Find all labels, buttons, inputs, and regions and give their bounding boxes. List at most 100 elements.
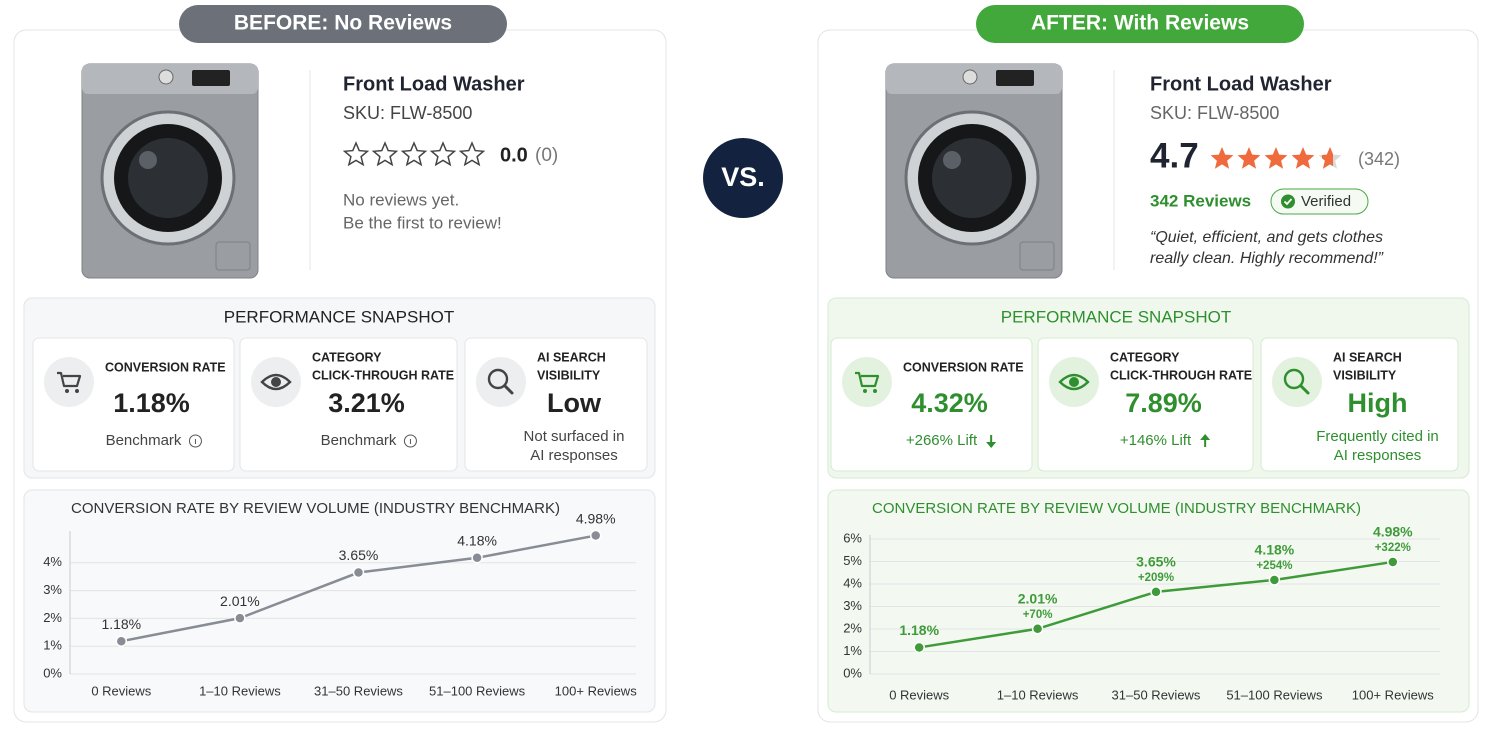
badge-text: BEFORE: No Reviews bbox=[234, 12, 452, 35]
metric-note: AI responses bbox=[530, 447, 618, 464]
cart-wheel bbox=[75, 389, 79, 393]
washer-display bbox=[996, 70, 1034, 86]
metric-icon-bg bbox=[1272, 357, 1322, 407]
verified-check-bg bbox=[1281, 194, 1295, 209]
lift-label: +70% bbox=[1023, 609, 1053, 621]
product-sku: SKU: FLW-8500 bbox=[1150, 103, 1279, 123]
star bbox=[429, 141, 457, 167]
x-tick-label: 0 Reviews bbox=[91, 683, 151, 698]
x-tick-label: 1–10 Reviews bbox=[997, 687, 1079, 702]
lift-label: +209% bbox=[1138, 572, 1174, 584]
y-tick-label: 3% bbox=[843, 598, 862, 613]
badge bbox=[179, 5, 507, 43]
metric-note: +146% Lift bbox=[1120, 432, 1192, 449]
info-icon bbox=[403, 434, 417, 448]
badge-text: AFTER: With Reviews bbox=[1031, 12, 1249, 35]
washer-filter bbox=[215, 241, 251, 271]
lift-label: +254% bbox=[1256, 560, 1292, 572]
data-point bbox=[1268, 574, 1281, 586]
data-point bbox=[115, 635, 128, 647]
data-label: 4.98% bbox=[576, 510, 616, 526]
snapshot-title: PERFORMANCE SNAPSHOT bbox=[1001, 307, 1231, 326]
review-quote: “Quiet, efficient, and gets clothes bbox=[1150, 229, 1383, 246]
metric-value: 3.21% bbox=[328, 388, 405, 418]
info-icon bbox=[188, 434, 202, 448]
metric-label: CONVERSION RATE bbox=[903, 360, 1024, 374]
metric-icon-bg bbox=[44, 357, 94, 407]
eye-icon bbox=[260, 373, 292, 391]
x-tick-label: 100+ Reviews bbox=[555, 683, 638, 698]
x-tick-label: 0 Reviews bbox=[889, 687, 949, 702]
data-label: 1.18% bbox=[899, 622, 939, 638]
cart-wheel bbox=[863, 389, 867, 393]
cart-wheel bbox=[65, 389, 69, 393]
search-icon bbox=[1283, 368, 1305, 390]
search-icon bbox=[487, 368, 509, 390]
chart-title: CONVERSION RATE BY REVIEW VOLUME (INDUST… bbox=[71, 500, 560, 517]
y-tick-label: 2% bbox=[43, 610, 62, 625]
metric-icon-bg bbox=[842, 357, 892, 407]
metric-label: AI SEARCH bbox=[537, 350, 606, 364]
chart-box bbox=[23, 489, 656, 713]
x-tick-label: 100+ Reviews bbox=[1352, 687, 1435, 702]
metric-value: 4.32% bbox=[911, 388, 988, 418]
star bbox=[342, 141, 370, 167]
badge bbox=[976, 5, 1304, 43]
verified-label: Verified bbox=[1301, 193, 1351, 210]
data-label: 1.18% bbox=[101, 616, 141, 632]
y-tick-label: 1% bbox=[43, 638, 62, 653]
rating: 4.7 bbox=[1150, 136, 1199, 175]
product-image bbox=[885, 63, 1063, 279]
data-label: 4.18% bbox=[457, 532, 497, 548]
star bbox=[1237, 147, 1261, 169]
lift-label: +322% bbox=[1375, 542, 1411, 554]
product-sku: SKU: FLW-8500 bbox=[343, 103, 472, 123]
vs-circle bbox=[703, 138, 783, 218]
data-label: 3.65% bbox=[339, 547, 379, 563]
star bbox=[371, 141, 399, 167]
star bbox=[1210, 147, 1234, 169]
no-reviews-message: No reviews yet. bbox=[343, 190, 459, 209]
data-label: 4.98% bbox=[1373, 524, 1413, 540]
y-tick-label: 5% bbox=[843, 553, 862, 568]
y-tick-label: 3% bbox=[43, 582, 62, 597]
data-point bbox=[352, 566, 365, 579]
washer-shine bbox=[943, 151, 961, 169]
lift-arrow-head bbox=[1200, 434, 1211, 440]
data-point bbox=[913, 641, 925, 654]
y-tick-label: 4% bbox=[843, 575, 862, 590]
y-tick-label: 4% bbox=[43, 554, 62, 569]
metric-value: 1.18% bbox=[113, 388, 190, 418]
x-tick-label: 31–50 Reviews bbox=[314, 683, 403, 698]
vs-label: VS. bbox=[721, 162, 765, 192]
metric-label: AI SEARCH bbox=[1333, 350, 1402, 364]
search-handle bbox=[1299, 384, 1310, 395]
star bbox=[1264, 147, 1288, 169]
metric-label: CATEGORY bbox=[1110, 350, 1180, 364]
product-name: Front Load Washer bbox=[343, 73, 525, 95]
star bbox=[458, 141, 486, 167]
y-tick-label: 0% bbox=[843, 665, 862, 680]
data-label: 2.01% bbox=[220, 593, 260, 609]
review-quote: really clean. Highly recommend!” bbox=[1150, 250, 1384, 267]
star-half bbox=[1322, 147, 1333, 169]
washer-display bbox=[192, 70, 230, 86]
washer-shine bbox=[139, 151, 157, 169]
x-tick-label: 51–100 Reviews bbox=[1226, 687, 1323, 702]
data-label: 4.18% bbox=[1255, 542, 1295, 558]
washer-knob bbox=[962, 69, 978, 85]
washer-filter bbox=[1019, 241, 1055, 271]
data-point bbox=[234, 612, 246, 624]
star bbox=[1291, 147, 1315, 169]
reviews-link: 342 Reviews bbox=[1150, 191, 1251, 210]
verified-pill bbox=[1270, 188, 1369, 215]
washer-glass bbox=[932, 138, 1012, 218]
washer-glass bbox=[128, 138, 208, 218]
data-label: 2.01% bbox=[1018, 590, 1058, 606]
search-handle bbox=[503, 384, 514, 395]
y-tick-label: 6% bbox=[843, 530, 862, 545]
metric-value: Low bbox=[547, 388, 602, 418]
metric-label: VISIBILITY bbox=[1333, 368, 1397, 382]
metric-label: CLICK-THROUGH RATE bbox=[1110, 368, 1252, 382]
